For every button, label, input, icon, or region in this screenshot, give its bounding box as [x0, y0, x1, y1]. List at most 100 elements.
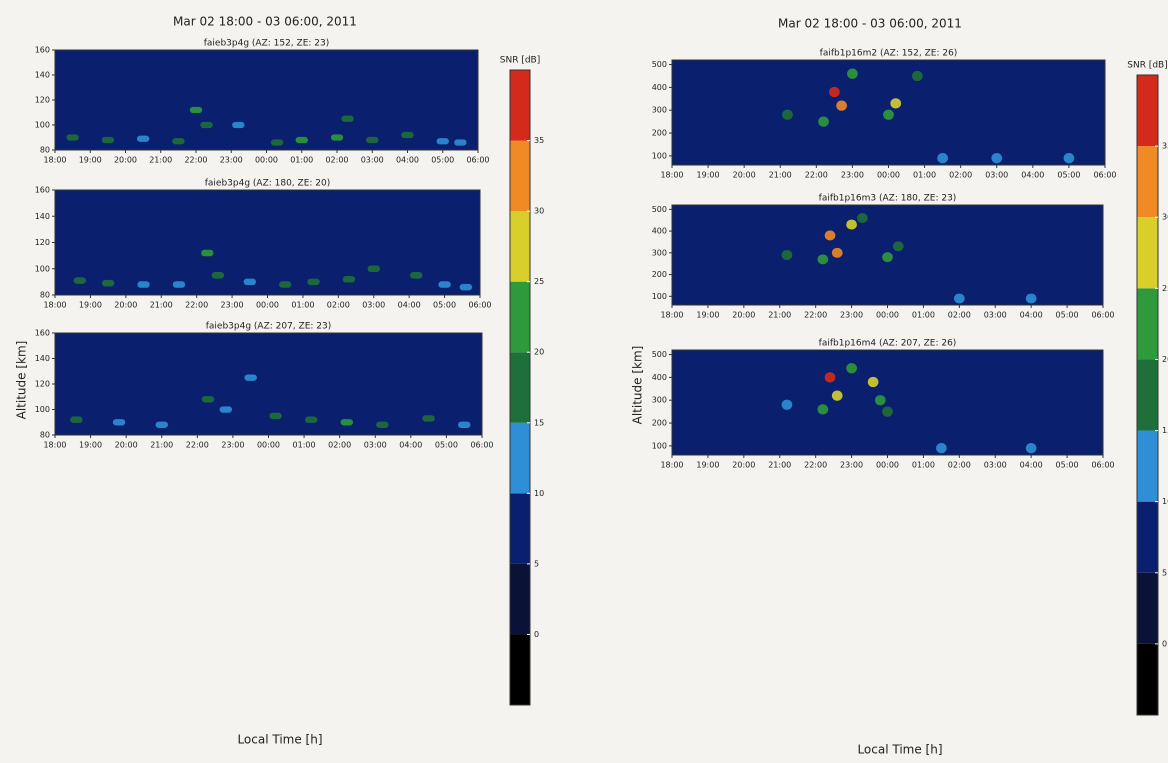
x-tick-label: 19:00 — [79, 441, 102, 450]
echo-cell — [883, 109, 894, 120]
x-tick-label: 01:00 — [912, 311, 935, 320]
echo-cell — [330, 134, 344, 141]
x-tick-label: 18:00 — [660, 171, 683, 180]
echo-cell — [136, 135, 150, 142]
x-tick-label: 05:00 — [431, 156, 454, 165]
y-tick-label: 300 — [652, 396, 667, 405]
x-tick-label: 19:00 — [697, 171, 720, 180]
echo-cell — [867, 376, 879, 388]
x-tick-label: 23:00 — [841, 171, 864, 180]
x-tick-label: 20:00 — [115, 441, 138, 450]
echo-cell — [201, 396, 215, 403]
echo-cell — [189, 106, 203, 114]
x-tick-label: 02:00 — [328, 441, 351, 450]
echo-cell — [101, 279, 115, 287]
echo-cell — [781, 250, 793, 260]
echo-cell — [824, 372, 836, 383]
echo-cell — [846, 219, 857, 230]
colorbar-tick-label: 5 — [534, 559, 539, 568]
echo-cell — [269, 412, 282, 420]
x-tick-label: 22:00 — [185, 301, 208, 310]
colorbar-band — [1137, 288, 1158, 360]
y-tick-label: 140 — [35, 71, 50, 80]
echo-cell — [454, 139, 467, 146]
echo-cell — [1025, 443, 1037, 454]
chart-title: Mar 02 18:00 - 03 06:00, 2011 — [778, 17, 962, 31]
echo-cell — [304, 416, 318, 423]
x-tick-label: 04:00 — [399, 441, 422, 450]
x-tick-label: 23:00 — [220, 156, 243, 165]
x-tick-label: 02:00 — [948, 461, 971, 470]
x-tick-label: 21:00 — [150, 441, 173, 450]
echo-cell — [200, 121, 213, 129]
echo-cell — [1063, 153, 1075, 164]
y-tick-label: 300 — [652, 106, 667, 115]
x-axis-label: Local Time [h] — [857, 743, 942, 757]
x-tick-label: 23:00 — [221, 301, 244, 310]
y-tick-label: 100 — [652, 441, 667, 450]
colorbar-tick-label: 15 — [534, 418, 544, 427]
x-tick-label: 03:00 — [361, 156, 384, 165]
x-tick-label: 23:00 — [221, 441, 244, 450]
x-tick-label: 19:00 — [79, 156, 102, 165]
x-tick-label: 21:00 — [149, 156, 172, 165]
x-tick-label: 06:00 — [468, 301, 491, 310]
colorbar-band — [1137, 501, 1158, 573]
colorbar-band — [1137, 430, 1158, 502]
y-tick-label: 400 — [652, 227, 667, 236]
x-tick-label: 20:00 — [114, 156, 137, 165]
y-tick-label: 200 — [652, 419, 667, 428]
echo-cell — [70, 416, 83, 423]
echo-cell — [401, 131, 414, 139]
echo-cell — [874, 395, 886, 406]
x-tick-label: 18:00 — [660, 311, 683, 320]
x-tick-label: 20:00 — [732, 311, 755, 320]
echo-cell — [155, 421, 168, 428]
y-tick-label: 140 — [35, 354, 50, 363]
echo-cell — [818, 116, 829, 127]
x-tick-label: 06:00 — [470, 441, 493, 450]
y-axis-label: Altitude [km] — [631, 346, 645, 425]
echo-cell — [781, 399, 793, 410]
echo-cell — [817, 404, 829, 415]
x-tick-label: 00:00 — [257, 441, 280, 450]
x-tick-label: 19:00 — [696, 461, 719, 470]
y-tick-label: 400 — [652, 373, 667, 382]
echo-cell — [101, 136, 115, 144]
x-tick-label: 02:00 — [327, 301, 350, 310]
colorbar-band — [1137, 572, 1158, 644]
echo-cell — [137, 281, 150, 288]
x-tick-label: 06:00 — [1091, 461, 1114, 470]
echo-cell — [824, 230, 836, 241]
echo-cell — [438, 281, 451, 288]
echo-cell — [66, 134, 79, 141]
plot-area — [671, 349, 1104, 456]
echo-cell — [782, 109, 793, 120]
x-tick-label: 03:00 — [985, 171, 1008, 180]
y-tick-label: 160 — [35, 186, 50, 195]
colorbar-band — [510, 563, 530, 635]
echo-cell — [342, 275, 356, 283]
echo-cell — [436, 138, 449, 145]
echo-cell — [831, 390, 843, 401]
x-tick-label: 02:00 — [948, 311, 971, 320]
echo-cell — [991, 153, 1003, 164]
colorbar-tick-label: 25 — [534, 277, 544, 286]
colorbar-tick-label: 35 — [1162, 142, 1168, 151]
colorbar-band — [510, 140, 530, 212]
colorbar-band — [510, 352, 530, 423]
x-tick-label: 20:00 — [732, 461, 755, 470]
echo-cell — [422, 415, 435, 422]
x-tick-label: 01:00 — [913, 171, 936, 180]
x-tick-label: 03:00 — [984, 311, 1007, 320]
colorbar-band — [1137, 146, 1158, 218]
colorbar-band — [1137, 217, 1158, 289]
x-tick-label: 05:00 — [433, 301, 456, 310]
echo-cell — [340, 419, 354, 426]
colorbar-label: SNR [dB] — [500, 56, 540, 66]
echo-cell — [836, 100, 848, 111]
plot-area — [54, 49, 479, 151]
y-tick-label: 80 — [40, 431, 50, 440]
colorbar-band — [510, 211, 530, 282]
x-tick-label: 02:00 — [325, 156, 348, 165]
